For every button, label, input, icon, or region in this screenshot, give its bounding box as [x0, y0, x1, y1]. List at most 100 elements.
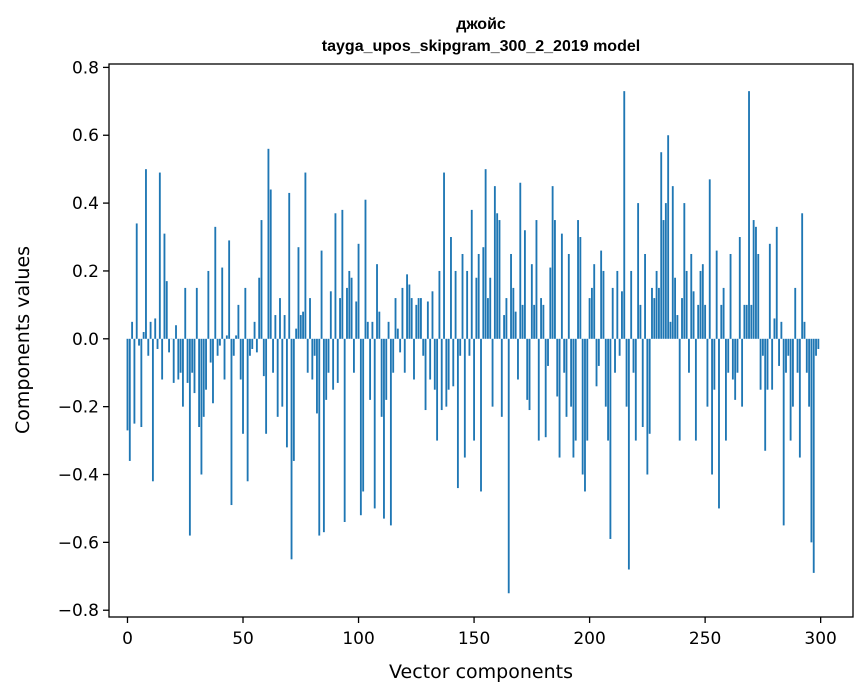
bar	[681, 298, 683, 339]
bar	[507, 338, 510, 594]
bar	[193, 338, 196, 394]
bar	[792, 338, 794, 407]
bar	[741, 338, 744, 407]
bar	[424, 338, 427, 411]
bar	[450, 237, 452, 339]
bar	[512, 287, 515, 339]
bar	[316, 338, 318, 414]
bar	[431, 291, 434, 339]
bar	[491, 338, 494, 407]
bar	[637, 203, 640, 339]
bar	[172, 338, 175, 383]
bar	[493, 186, 496, 339]
bar	[558, 338, 561, 458]
bar	[530, 264, 533, 339]
bar	[669, 321, 672, 339]
y-tick-label: 0.0	[72, 330, 99, 350]
bar	[410, 298, 413, 339]
bar	[239, 338, 242, 380]
bar	[496, 213, 499, 339]
bar	[417, 298, 420, 339]
bar	[764, 338, 767, 451]
bar	[482, 247, 485, 339]
bar	[579, 237, 582, 339]
bar	[311, 338, 314, 380]
bar	[392, 338, 395, 373]
bar	[415, 304, 418, 339]
bar	[463, 338, 466, 458]
bar	[175, 325, 177, 339]
bar	[255, 338, 258, 353]
bar	[290, 338, 293, 560]
bar	[364, 199, 367, 339]
bar	[218, 338, 221, 346]
bar	[738, 237, 741, 339]
bar	[322, 338, 325, 533]
bar	[216, 338, 219, 356]
bar	[766, 338, 769, 390]
bar	[597, 338, 600, 366]
y-tick-label: 0.2	[72, 262, 99, 282]
bar	[373, 338, 376, 509]
bars-group	[126, 91, 820, 594]
y-tick-label: −0.8	[58, 601, 99, 621]
bar	[817, 338, 820, 349]
bar	[570, 338, 573, 407]
bar	[743, 304, 746, 339]
bar	[801, 213, 804, 339]
bar	[396, 328, 399, 339]
bar	[389, 338, 392, 526]
bar	[778, 338, 780, 366]
y-tick-label: −0.6	[58, 533, 99, 553]
bar	[128, 338, 131, 461]
bar	[325, 338, 328, 400]
bar	[214, 226, 217, 339]
bar	[138, 338, 140, 346]
bar	[223, 338, 226, 380]
bar	[235, 335, 238, 339]
bar	[225, 335, 228, 339]
bar	[722, 287, 725, 339]
bar	[198, 338, 201, 428]
bar	[168, 338, 170, 353]
bar	[609, 338, 612, 539]
bar	[685, 270, 688, 339]
bar	[537, 338, 540, 441]
bar	[563, 338, 566, 373]
bar	[403, 338, 406, 373]
bar	[422, 338, 425, 356]
bar	[653, 298, 656, 339]
bar	[535, 220, 538, 339]
bar	[274, 315, 277, 339]
bar	[651, 287, 653, 339]
bar	[281, 338, 284, 407]
bar	[454, 270, 457, 339]
bar	[272, 338, 274, 373]
bar	[549, 267, 552, 339]
bar	[306, 338, 309, 373]
bar	[731, 338, 734, 380]
bar	[191, 338, 194, 373]
bar	[699, 270, 702, 339]
bar	[577, 220, 579, 339]
bar	[438, 270, 441, 339]
bar	[163, 233, 166, 339]
bar	[385, 338, 388, 400]
bar	[260, 220, 263, 339]
bar	[627, 338, 630, 570]
bar	[676, 315, 679, 339]
bar	[156, 338, 159, 349]
bar	[725, 338, 727, 441]
bar	[775, 226, 778, 339]
bar	[556, 338, 559, 397]
bar	[401, 287, 404, 339]
bar	[302, 311, 305, 339]
bar	[621, 291, 623, 339]
bar	[798, 338, 801, 458]
bar	[533, 304, 536, 339]
bar	[785, 338, 787, 373]
bar	[674, 277, 677, 339]
bar	[664, 203, 667, 339]
bar	[572, 338, 575, 458]
bar	[618, 338, 621, 356]
